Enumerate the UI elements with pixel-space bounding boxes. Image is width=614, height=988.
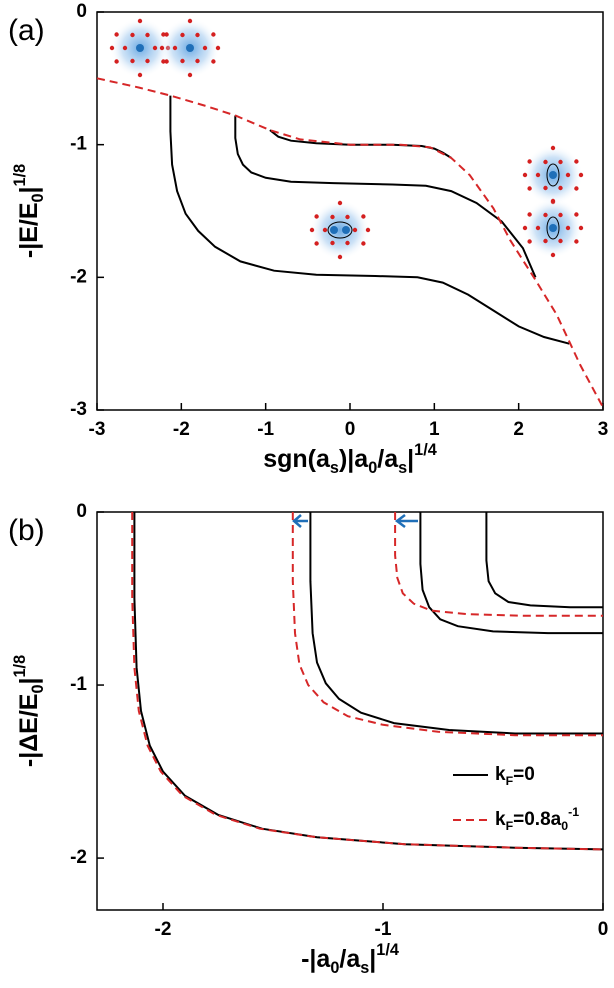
molecule-cloud <box>309 200 371 260</box>
atom <box>549 171 557 179</box>
legend-label-part: F <box>506 774 514 788</box>
y-axis-label-part: | <box>15 186 43 193</box>
y-axis-label-part: 0 <box>29 193 47 202</box>
y-axis-label-part: 1/8 <box>11 655 29 678</box>
x-axis-label-part: s <box>398 459 407 477</box>
molecule-bond <box>546 163 560 187</box>
legend-label-part: k <box>495 809 506 830</box>
curve <box>131 512 604 851</box>
x-axis-label-part: sgn(a <box>263 445 331 473</box>
y-tick-label: -2 <box>70 266 87 287</box>
x-axis-label-part: 1/4 <box>376 941 399 959</box>
y-axis-label-part: 1/8 <box>11 164 29 187</box>
x-tick-label: 0 <box>598 919 609 940</box>
curve <box>234 115 537 278</box>
legend-label-part: 0 <box>561 819 568 833</box>
curve <box>419 512 603 635</box>
legend-label-part: F <box>506 819 514 833</box>
legend-label-part: =0.8a <box>513 809 562 830</box>
x-tick-label: -2 <box>155 919 172 940</box>
x-tick-label: -2 <box>173 419 190 440</box>
x-axis-label-part: -|a <box>301 945 331 973</box>
x-tick-label: -1 <box>257 419 274 440</box>
atom <box>549 224 557 232</box>
y-tick-label: 0 <box>76 501 87 522</box>
atom <box>342 226 350 234</box>
legend-label-part: -1 <box>568 805 579 819</box>
y-axis-label: -|E/E0|1/8 <box>11 164 47 258</box>
arrows <box>292 514 418 528</box>
x-axis-label-part: | <box>407 445 414 473</box>
x-tick-label: 1 <box>429 419 440 440</box>
illustrations <box>109 18 584 528</box>
curve <box>309 512 603 735</box>
curve <box>169 95 570 345</box>
x-axis-label-part: s <box>330 459 339 477</box>
y-tick-label: 0 <box>76 1 87 22</box>
x-tick-label: 2 <box>513 419 524 440</box>
y-tick-label: -3 <box>70 399 87 420</box>
curve <box>133 512 604 851</box>
legend-label: kF=0 <box>495 764 535 788</box>
molecule-bond <box>327 221 353 239</box>
panel-label: (a) <box>8 14 45 47</box>
y-axis-label-part: -|E/E <box>15 203 43 259</box>
x-tick-label: -3 <box>89 419 106 440</box>
y-tick-label: -1 <box>70 674 87 695</box>
legend-label: kF=0.8a0-1 <box>495 805 579 833</box>
x-axis-label-part: /a <box>339 945 361 973</box>
y-axis-label-part: 0 <box>29 684 47 693</box>
x-axis-label-part: )|a <box>339 445 369 473</box>
atom <box>330 226 338 234</box>
y-axis-label: -|ΔE/E0|1/8 <box>11 655 47 767</box>
x-axis-label-part: 0 <box>330 959 339 977</box>
x-axis-label-part: | <box>369 945 376 973</box>
y-axis-label-part: -|ΔE/E <box>15 694 43 768</box>
x-axis-label: sgn(as)|a0/as|1/4 <box>263 441 437 477</box>
curve <box>394 512 603 617</box>
legend-label-part: =0 <box>513 764 535 785</box>
x-axis-label-part: s <box>360 959 369 977</box>
x-tick-label: -1 <box>375 919 392 940</box>
curve <box>291 512 603 737</box>
x-tick-label: 3 <box>598 419 609 440</box>
panel-label: (b) <box>8 514 45 547</box>
x-axis-label-part: /a <box>377 445 399 473</box>
y-tick-label: -2 <box>70 847 87 868</box>
molecule-bond <box>546 216 560 240</box>
x-tick-label: 0 <box>345 419 356 440</box>
y-axis-label-part: | <box>15 677 43 684</box>
y-tick-label: -1 <box>70 134 87 155</box>
curve <box>485 512 603 609</box>
arrow <box>394 514 418 528</box>
atom <box>136 44 144 52</box>
legend-label-part: k <box>495 764 506 785</box>
curve <box>96 77 604 408</box>
x-axis-label-part: 0 <box>368 459 377 477</box>
x-axis-label-part: 1/4 <box>414 441 437 459</box>
atom <box>186 44 194 52</box>
plot-frame <box>96 511 604 911</box>
x-axis-label: -|a0/as|1/4 <box>301 941 399 977</box>
arrow <box>292 514 308 528</box>
